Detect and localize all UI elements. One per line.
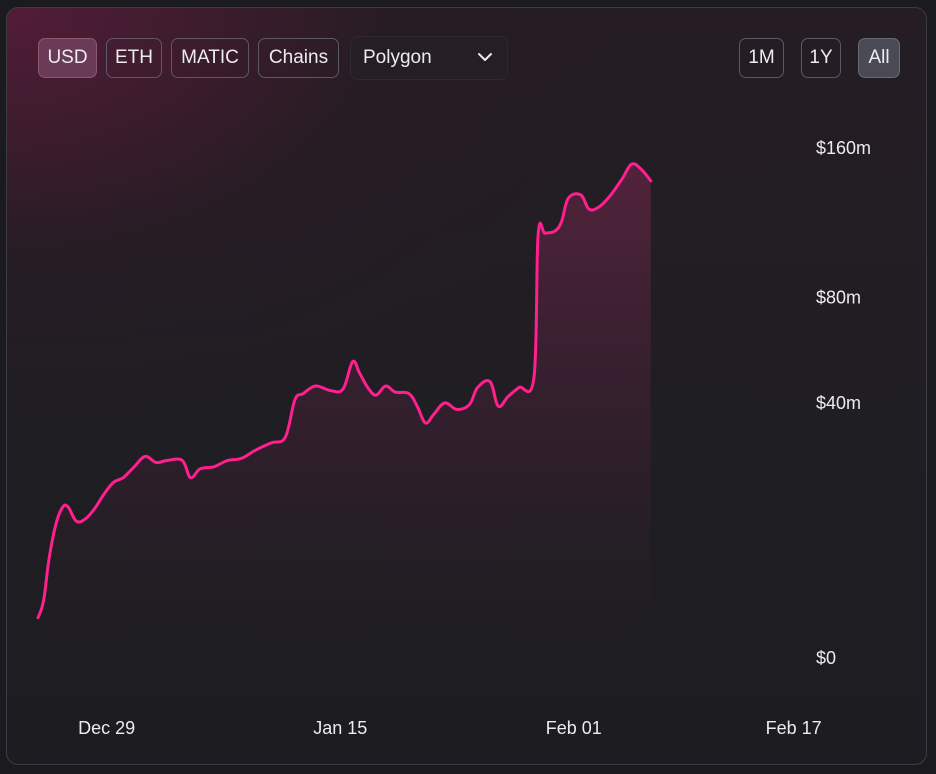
y-axis-labels: $0 $40m $80m $160m <box>816 138 871 668</box>
chain-dropdown-value: Polygon <box>363 47 432 68</box>
y-tick-label: $0 <box>816 648 836 668</box>
usd-button[interactable]: USD <box>38 38 97 78</box>
range-all-button[interactable]: All <box>858 38 900 78</box>
eth-button[interactable]: ETH <box>106 38 162 78</box>
chart-card: USD ETH MATIC Chains Polygon 1M 1Y All $… <box>6 7 927 765</box>
chain-dropdown[interactable]: Polygon <box>350 36 508 80</box>
range-1y-button[interactable]: 1Y <box>801 38 841 78</box>
matic-button[interactable]: MATIC <box>171 38 249 78</box>
x-axis-labels: Dec 29 Jan 15 Feb 01 Feb 17 <box>78 718 821 738</box>
series-area-fill <box>38 163 651 658</box>
usd-button-label: USD <box>47 47 88 68</box>
chains-button-label: Chains <box>268 47 329 68</box>
eth-button-label: ETH <box>115 47 153 68</box>
y-tick-label: $160m <box>816 138 871 158</box>
x-tick-label: Feb 01 <box>546 718 602 738</box>
matic-button-label: MATIC <box>181 47 239 68</box>
series-line <box>36 162 653 620</box>
x-tick-label: Dec 29 <box>78 718 135 738</box>
x-tick-label: Feb 17 <box>766 718 822 738</box>
x-tick-label: Jan 15 <box>313 718 367 738</box>
range-1m-button[interactable]: 1M <box>739 38 784 78</box>
range-1m-label: 1M <box>748 47 775 68</box>
y-tick-label: $40m <box>816 393 861 413</box>
y-tick-label: $80m <box>816 287 861 307</box>
chains-button[interactable]: Chains <box>258 38 339 78</box>
range-1y-label: 1Y <box>809 47 833 68</box>
chevron-down-icon <box>478 53 492 61</box>
area-chart: $0 $40m $80m $160m Dec 29 Jan 15 Feb 01 Feb 17 <box>36 138 871 738</box>
range-all-label: All <box>868 47 890 68</box>
